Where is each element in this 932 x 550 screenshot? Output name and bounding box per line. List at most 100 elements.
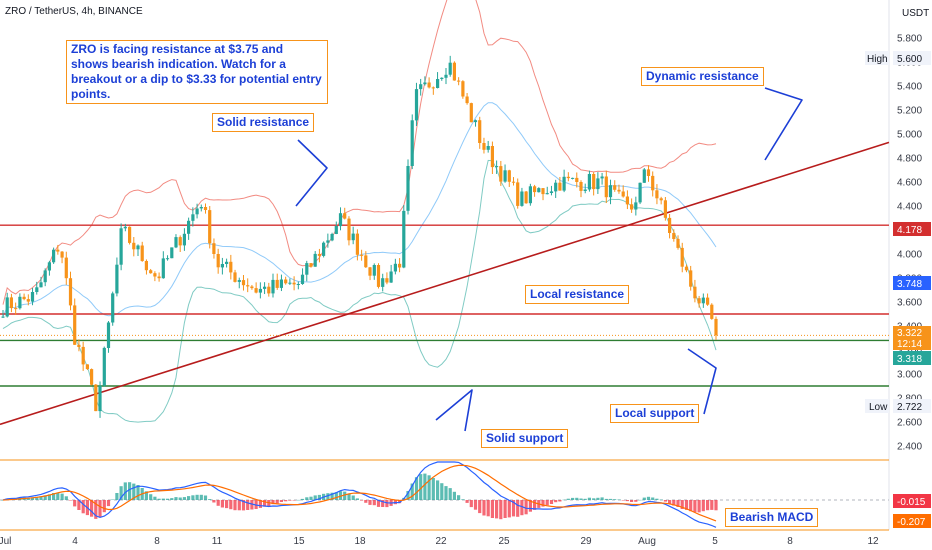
high-value-bg — [893, 51, 931, 65]
candle-body — [30, 292, 35, 302]
candle-body — [427, 82, 431, 88]
y-tick-label: 5.000 — [897, 130, 922, 141]
last-price-badge — [893, 326, 931, 350]
candle-body — [68, 278, 73, 306]
low-value-bg — [893, 399, 931, 413]
macd-histogram-bar — [296, 499, 300, 501]
low-value: 2.722 — [897, 402, 922, 413]
macd-histogram-bar — [655, 498, 659, 500]
macd-histogram-bar — [689, 500, 693, 512]
candle-body — [587, 174, 591, 190]
x-tick-label: 18 — [354, 536, 366, 547]
candle-body — [330, 234, 334, 241]
currency-label: USDT — [902, 8, 929, 19]
candle-body — [123, 226, 127, 229]
candle-body — [571, 177, 575, 179]
macd-histogram-bar — [174, 497, 178, 500]
macd-histogram-bar — [583, 498, 587, 500]
macd-histogram-bar — [423, 473, 427, 500]
candle-body — [165, 258, 170, 260]
macd-histogram-bar — [182, 497, 186, 500]
macd-histogram-bar — [676, 500, 680, 507]
macd-histogram-bar — [554, 500, 558, 503]
macd-histogram-bar — [419, 474, 423, 500]
candle-body — [128, 226, 132, 243]
macd-histogram-bar — [208, 499, 212, 500]
candle-body — [600, 176, 604, 179]
y-tick-label: 5.800 — [897, 34, 922, 45]
macd-histogram-bar — [457, 495, 461, 500]
macd-histogram-bar — [47, 494, 51, 500]
dynamic-resistance-label: Dynamic resistance — [641, 67, 764, 86]
candle-body — [613, 185, 617, 190]
macd-histogram-bar — [250, 500, 254, 510]
solid-resistance-label: Solid resistance — [212, 113, 315, 132]
macd-histogram-bar — [258, 500, 262, 508]
dynamic-value: 3.748 — [897, 279, 922, 290]
candle-body — [73, 305, 77, 345]
x-tick-label: Aug — [638, 536, 656, 547]
macd-histogram-bar — [651, 497, 655, 500]
macd-histogram-bar — [187, 496, 191, 500]
macd-histogram-bar — [385, 500, 389, 508]
macd-histogram-bar — [279, 500, 283, 502]
macd-histogram-bar — [579, 498, 583, 500]
candle-body — [381, 278, 385, 287]
macd-histogram-bar — [360, 500, 364, 501]
dynamic-badge — [893, 276, 931, 290]
macd-histogram-bar — [233, 500, 237, 511]
candle-body — [220, 264, 224, 268]
macd-histogram-bar — [195, 494, 199, 500]
x-tick-label: 11 — [212, 536, 223, 547]
macd-histogram-bar — [575, 497, 579, 500]
macd-histogram-bar — [659, 499, 663, 501]
candle-body — [263, 286, 267, 289]
macd-histogram-bar — [469, 500, 473, 508]
macd-histogram-bar — [524, 500, 528, 515]
candle-body — [52, 249, 56, 263]
candle-body — [389, 271, 393, 283]
macd-histogram-bar — [503, 500, 507, 518]
macd-histogram-bar — [1, 500, 5, 501]
macd-histogram-bar — [26, 497, 30, 500]
candle-body — [486, 146, 490, 150]
x-tick-label: 8 — [787, 536, 793, 547]
candle-body — [516, 182, 520, 206]
resistance-badge — [893, 222, 931, 236]
low-label: Low — [869, 402, 888, 413]
candle-body — [625, 196, 629, 205]
macd-histogram-bar — [347, 494, 351, 500]
candle-body — [558, 182, 562, 191]
candle-body — [448, 62, 452, 75]
macd-histogram-bar — [153, 496, 157, 500]
macd-histogram-bar — [106, 500, 111, 507]
macd-histogram-bar — [229, 500, 233, 510]
high-label-bg — [865, 51, 889, 65]
candle-body — [334, 226, 338, 234]
candle-body — [229, 261, 233, 273]
y-tick-label: 4.000 — [897, 250, 922, 261]
macd-histogram-bar — [495, 500, 499, 519]
macd-histogram-bar — [246, 500, 250, 510]
macd-histogram-bar — [511, 500, 516, 517]
macd-histogram-bar — [638, 499, 642, 501]
macd-histogram-bar — [473, 500, 478, 510]
candle-body — [300, 274, 305, 284]
macd-histogram-bar — [305, 497, 309, 500]
candle-body — [246, 285, 250, 287]
macd-histogram-bar — [317, 494, 321, 500]
x-tick-label: 8 — [154, 536, 160, 547]
price-pane — [0, 0, 890, 426]
macd-histogram-bar — [115, 493, 119, 500]
candle-body — [524, 191, 528, 204]
macd-histogram-bar — [364, 500, 368, 503]
candle-body — [575, 177, 579, 182]
annotation-arrow — [435, 389, 473, 432]
macd-histogram-bar — [642, 497, 646, 500]
candle-body — [149, 270, 153, 274]
candle-body — [642, 169, 646, 183]
x-tick-label: 5 — [712, 536, 718, 547]
candle-body — [106, 322, 111, 348]
candle-body — [592, 174, 596, 190]
candle-body — [638, 182, 642, 203]
